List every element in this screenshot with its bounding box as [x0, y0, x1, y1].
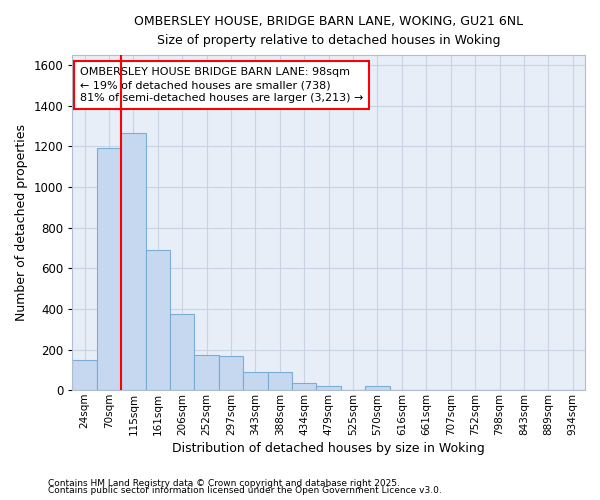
Bar — [365, 386, 389, 390]
Bar — [146, 250, 170, 390]
Bar — [170, 314, 194, 390]
Bar — [194, 354, 219, 390]
Bar — [121, 134, 146, 390]
Bar — [97, 148, 121, 390]
Bar — [292, 383, 316, 390]
Title: OMBERSLEY HOUSE, BRIDGE BARN LANE, WOKING, GU21 6NL
Size of property relative to: OMBERSLEY HOUSE, BRIDGE BARN LANE, WOKIN… — [134, 15, 523, 47]
Bar — [243, 372, 268, 390]
Text: Contains HM Land Registry data © Crown copyright and database right 2025.: Contains HM Land Registry data © Crown c… — [48, 478, 400, 488]
Bar — [219, 356, 243, 390]
Y-axis label: Number of detached properties: Number of detached properties — [15, 124, 28, 321]
Text: OMBERSLEY HOUSE BRIDGE BARN LANE: 98sqm
← 19% of detached houses are smaller (73: OMBERSLEY HOUSE BRIDGE BARN LANE: 98sqm … — [80, 67, 364, 103]
Text: Contains public sector information licensed under the Open Government Licence v3: Contains public sector information licen… — [48, 486, 442, 495]
X-axis label: Distribution of detached houses by size in Woking: Distribution of detached houses by size … — [172, 442, 485, 455]
Bar — [268, 372, 292, 390]
Bar — [316, 386, 341, 390]
Bar — [73, 360, 97, 390]
